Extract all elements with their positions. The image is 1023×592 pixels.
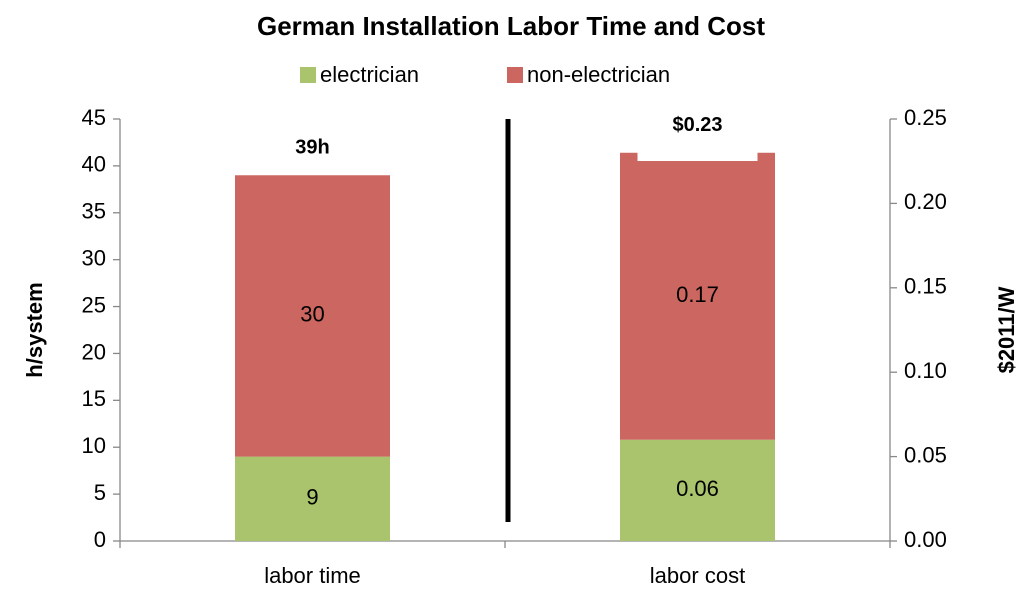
y-tick-label: 0	[94, 527, 106, 552]
x-tick-label: labor time	[264, 563, 361, 588]
legend-label: non-electrician	[527, 62, 670, 87]
y2-tick-label: 0.25	[904, 105, 947, 130]
segment-label: 0.06	[676, 476, 719, 501]
y-tick-label: 10	[82, 433, 106, 458]
y2-tick-label: 0.05	[904, 442, 947, 467]
y-tick-label: 15	[82, 386, 106, 411]
y-tick-label: 25	[82, 292, 106, 317]
segment-label: 30	[300, 302, 324, 327]
bar-segment	[235, 456, 390, 541]
bar-segment	[620, 152, 775, 440]
bar-segment	[235, 175, 390, 457]
segment-label: 9	[306, 485, 318, 510]
segment-label: 0.17	[676, 282, 719, 307]
total-label-box	[252, 125, 373, 172]
y2-tick-label: 0.20	[904, 189, 947, 214]
total-label-box	[637, 115, 758, 161]
y-tick-label: 30	[82, 245, 106, 270]
legend-swatch	[507, 67, 523, 83]
total-label: 39h	[295, 137, 329, 159]
y-tick-label: 40	[82, 152, 106, 177]
total-label: $0.23	[672, 114, 722, 136]
y-tick-label: 5	[94, 480, 106, 505]
legend-swatch	[300, 67, 316, 83]
y2-tick-label: 0.10	[904, 358, 947, 383]
y2-tick-label: 0.15	[904, 274, 947, 299]
y2-tick-label: 0.00	[904, 527, 947, 552]
chart-title: German Installation Labor Time and Cost	[257, 11, 765, 41]
y-tick-label: 20	[82, 339, 106, 364]
y-tick-label: 35	[82, 199, 106, 224]
legend-label: electrician	[320, 62, 419, 87]
y-axis-label: h/system	[22, 282, 47, 377]
x-tick-label: labor cost	[650, 563, 745, 588]
bar-segment	[620, 439, 775, 541]
y-tick-label: 45	[82, 105, 106, 130]
y2-axis-label: $2011/W	[994, 286, 1019, 373]
